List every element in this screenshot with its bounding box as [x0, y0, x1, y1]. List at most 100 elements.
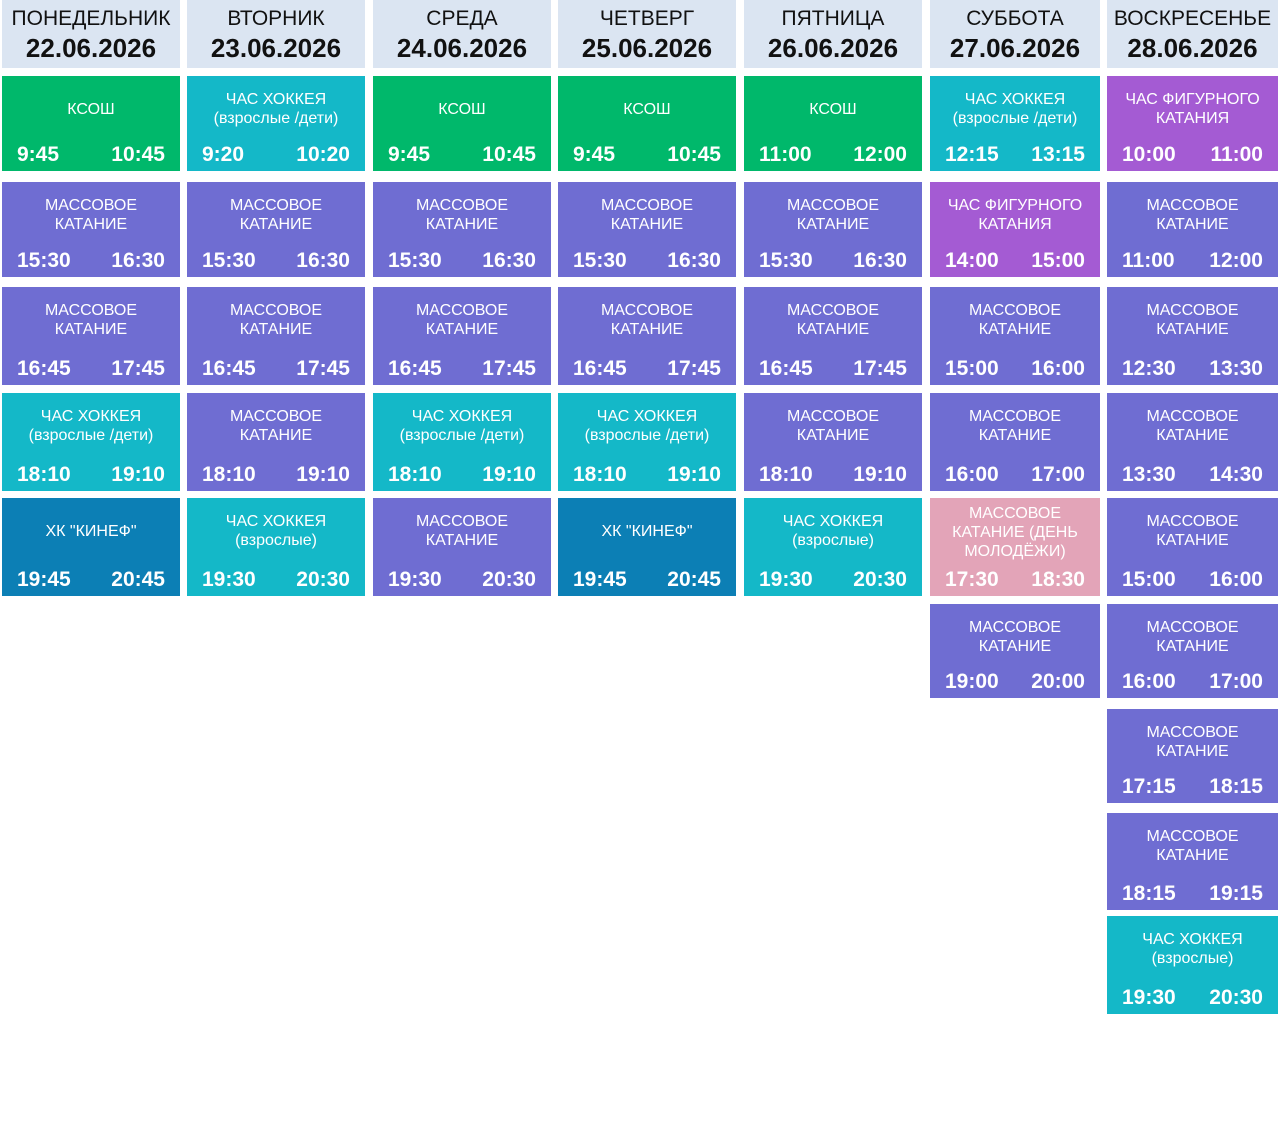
session-title: МАССОВОЕ КАТАНИЕ — [44, 197, 138, 233]
day-header: СУББОТА 27.06.2026 — [930, 0, 1100, 68]
session-cell[interactable]: МАССОВОЕ КАТАНИЕ 13:30 14:30 — [1107, 393, 1278, 491]
session-time: 12:15 13:15 — [945, 143, 1085, 167]
session-cell[interactable]: МАССОВОЕ КАТАНИЕ 16:45 17:45 — [373, 287, 551, 385]
end-time: 18:30 — [1031, 568, 1085, 591]
session-cell[interactable]: МАССОВОЕ КАТАНИЕ 16:45 17:45 — [187, 287, 365, 385]
session-time: 18:10 19:10 — [573, 463, 721, 487]
session-cell[interactable]: ЧАС ХОККЕЯ (взрослые /дети) 12:15 13:15 — [930, 76, 1100, 171]
session-cell[interactable]: КСОШ 9:45 10:45 — [373, 76, 551, 171]
session-cell[interactable]: МАССОВОЕ КАТАНИЕ 15:30 16:30 — [744, 182, 922, 277]
session-title: МАССОВОЕ КАТАНИЕ — [968, 302, 1062, 338]
start-time: 19:30 — [759, 568, 813, 591]
end-time: 20:00 — [1031, 670, 1085, 693]
session-cell[interactable]: МАССОВОЕ КАТАНИЕ 17:15 18:15 — [1107, 709, 1278, 803]
session-cell[interactable]: МАССОВОЕ КАТАНИЕ 15:00 16:00 — [1107, 498, 1278, 596]
end-time: 14:30 — [1209, 463, 1263, 486]
session-cell[interactable]: ЧАС ФИГУРНОГО КАТАНИЯ 14:00 15:00 — [930, 182, 1100, 277]
session-cell[interactable]: МАССОВОЕ КАТАНИЕ 19:00 20:00 — [930, 604, 1100, 698]
end-time: 15:00 — [1031, 249, 1085, 272]
day-name: ПОНЕДЕЛЬНИК — [11, 6, 171, 30]
start-time: 9:45 — [573, 143, 616, 166]
day-date: 26.06.2026 — [767, 32, 899, 63]
session-cell[interactable]: МАССОВОЕ КАТАНИЕ 18:10 19:10 — [187, 393, 365, 491]
session-title: МАССОВОЕ КАТАНИЕ — [1146, 513, 1239, 549]
session-time: 19:30 20:30 — [1122, 986, 1263, 1010]
session-time: 17:30 18:30 — [945, 568, 1085, 592]
start-time: 15:00 — [945, 357, 999, 380]
session-title: МАССОВОЕ КАТАНИЕ — [1146, 197, 1239, 233]
session-cell[interactable]: МАССОВОЕ КАТАНИЕ 18:15 19:15 — [1107, 813, 1278, 910]
session-cell[interactable]: ЧАС ХОККЕЯ (взрослые) 19:30 20:30 — [1107, 916, 1278, 1014]
start-time: 16:00 — [1122, 670, 1176, 693]
end-time: 19:10 — [667, 463, 721, 486]
start-time: 15:30 — [759, 249, 813, 272]
session-time: 13:30 14:30 — [1122, 463, 1263, 487]
session-cell[interactable]: МАССОВОЕ КАТАНИЕ 18:10 19:10 — [744, 393, 922, 491]
session-cell[interactable]: МАССОВОЕ КАТАНИЕ 19:30 20:30 — [373, 498, 551, 596]
session-cell[interactable]: МАССОВОЕ КАТАНИЕ 15:30 16:30 — [187, 182, 365, 277]
session-cell[interactable]: МАССОВОЕ КАТАНИЕ 12:30 13:30 — [1107, 287, 1278, 385]
session-title: МАССОВОЕ КАТАНИЕ — [229, 302, 323, 338]
session-cell[interactable]: ХК "КИНЕФ" 19:45 20:45 — [2, 498, 180, 596]
session-time: 11:00 12:00 — [759, 143, 907, 167]
session-time: 9:20 10:20 — [202, 143, 350, 167]
session-cell[interactable]: МАССОВОЕ КАТАНИЕ 16:45 17:45 — [744, 287, 922, 385]
day-date: 27.06.2026 — [949, 32, 1081, 63]
session-cell[interactable]: КСОШ 9:45 10:45 — [2, 76, 180, 171]
session-title: ЧАС ХОККЕЯ (взрослые /дети) — [952, 91, 1078, 127]
end-time: 19:10 — [482, 463, 536, 486]
session-time: 9:45 10:45 — [573, 143, 721, 167]
session-cell[interactable]: ЧАС ХОККЕЯ (взрослые) 19:30 20:30 — [744, 498, 922, 596]
session-cell[interactable]: ЧАС ХОККЕЯ (взрослые /дети) 18:10 19:10 — [2, 393, 180, 491]
start-time: 19:00 — [945, 670, 999, 693]
start-time: 16:45 — [573, 357, 627, 380]
session-time: 9:45 10:45 — [17, 143, 165, 167]
start-time: 18:15 — [1122, 882, 1176, 905]
session-time: 15:00 16:00 — [945, 357, 1085, 381]
session-cell[interactable]: КСОШ 11:00 12:00 — [744, 76, 922, 171]
session-time: 14:00 15:00 — [945, 249, 1085, 273]
start-time: 15:00 — [1122, 568, 1176, 591]
session-title: МАССОВОЕ КАТАНИЕ — [600, 302, 694, 338]
session-cell[interactable]: ЧАС ХОККЕЯ (взрослые /дети) 18:10 19:10 — [558, 393, 736, 491]
start-time: 19:45 — [17, 568, 71, 591]
session-time: 18:10 19:10 — [17, 463, 165, 487]
session-title: МАССОВОЕ КАТАНИЕ — [786, 408, 880, 444]
end-time: 12:00 — [853, 143, 907, 166]
session-cell[interactable]: МАССОВОЕ КАТАНИЕ 11:00 12:00 — [1107, 182, 1278, 277]
session-cell[interactable]: МАССОВОЕ КАТАНИЕ 15:30 16:30 — [558, 182, 736, 277]
end-time: 19:10 — [296, 463, 350, 486]
end-time: 12:00 — [1209, 249, 1263, 272]
session-cell[interactable]: МАССОВОЕ КАТАНИЕ 16:00 17:00 — [930, 393, 1100, 491]
start-time: 19:30 — [202, 568, 256, 591]
end-time: 20:45 — [667, 568, 721, 591]
session-cell[interactable]: МАССОВОЕ КАТАНИЕ (ДЕНЬ МОЛОДЁЖИ) 17:30 18:… — [930, 498, 1100, 596]
session-title: МАССОВОЕ КАТАНИЕ — [1146, 828, 1239, 864]
start-time: 12:30 — [1122, 357, 1176, 380]
session-cell[interactable]: ЧАС ФИГУРНОГО КАТАНИЯ 10:00 11:00 — [1107, 76, 1278, 171]
end-time: 16:00 — [1031, 357, 1085, 380]
session-title: КСОШ — [67, 101, 115, 118]
session-cell[interactable]: МАССОВОЕ КАТАНИЕ 16:45 17:45 — [558, 287, 736, 385]
end-time: 17:45 — [111, 357, 165, 380]
session-cell[interactable]: ЧАС ХОККЕЯ (взрослые) 19:30 20:30 — [187, 498, 365, 596]
session-time: 19:45 20:45 — [17, 568, 165, 592]
session-time: 15:30 16:30 — [17, 249, 165, 273]
session-cell[interactable]: ХК "КИНЕФ" 19:45 20:45 — [558, 498, 736, 596]
session-cell[interactable]: ЧАС ХОККЕЯ (взрослые /дети) 18:10 19:10 — [373, 393, 551, 491]
session-cell[interactable]: МАССОВОЕ КАТАНИЕ 16:00 17:00 — [1107, 604, 1278, 698]
session-cell[interactable]: МАССОВОЕ КАТАНИЕ 15:00 16:00 — [930, 287, 1100, 385]
session-cell[interactable]: МАССОВОЕ КАТАНИЕ 16:45 17:45 — [2, 287, 180, 385]
session-title: ЧАС ХОККЕЯ (взрослые) — [1142, 931, 1243, 967]
session-cell[interactable]: ЧАС ХОККЕЯ (взрослые /дети) 9:20 10:20 — [187, 76, 365, 171]
end-time: 17:45 — [296, 357, 350, 380]
end-time: 17:00 — [1209, 670, 1263, 693]
session-time: 15:30 16:30 — [573, 249, 721, 273]
session-title: МАССОВОЕ КАТАНИЕ — [600, 197, 694, 233]
session-cell[interactable]: МАССОВОЕ КАТАНИЕ 15:30 16:30 — [373, 182, 551, 277]
start-time: 19:45 — [573, 568, 627, 591]
day-header: СРЕДА 24.06.2026 — [373, 0, 551, 68]
session-cell[interactable]: КСОШ 9:45 10:45 — [558, 76, 736, 171]
day-header: ЧЕТВЕРГ 25.06.2026 — [558, 0, 736, 68]
session-cell[interactable]: МАССОВОЕ КАТАНИЕ 15:30 16:30 — [2, 182, 180, 277]
